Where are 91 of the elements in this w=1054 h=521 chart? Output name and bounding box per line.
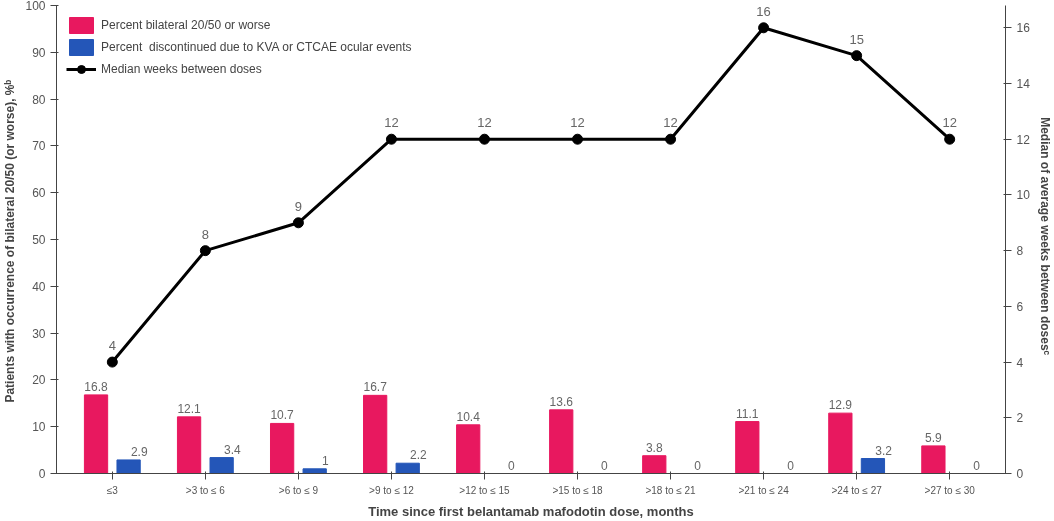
point [106,356,118,368]
data-label: 12.1 [177,401,202,416]
legend-label: Percent discontinued due to KVA or CTCAE ocular events [101,40,412,54]
bar [642,455,667,474]
y-tick-label: 20 [32,373,46,388]
x-tick-label: >6 to ≤ 9 [278,484,319,496]
x-tick-label: >3 to ≤ 6 [185,484,226,496]
x-tick-label: >24 to ≤ 27 [831,484,883,496]
data-label: 0 [787,458,795,473]
data-label: 0 [508,458,516,473]
y-tick-label: 90 [32,45,46,60]
y-tick-label: 30 [32,326,46,341]
bar [116,459,141,474]
data-label: 0 [601,458,609,473]
bar [395,462,420,474]
point [385,133,397,145]
y-tick-label: 50 [32,233,46,247]
data-label: 8 [201,226,209,242]
y2-tick-label: 12 [1016,132,1031,147]
bar [456,424,481,474]
bar [549,409,574,474]
bar [828,412,853,474]
legend-label: Median weeks between doses [101,62,262,76]
bar [363,394,388,474]
data-label: 12 [384,115,399,131]
legend-label: Percent bilateral 20/50 or worse [101,18,271,32]
data-label: 4 [108,338,116,354]
x-tick-label: >9 to ≤ 12 [369,484,415,496]
data-label: 13.6 [549,394,574,409]
data-label: 12 [477,115,492,131]
bar [176,416,202,474]
point [944,133,956,145]
bar [302,468,327,474]
x-tick-label: >15 to ≤ 18 [552,484,604,496]
y-axis-title: Patients with occurrence of bilateral 20/50 (or worse), %ᵇ [3,79,18,403]
x-axis-title: Time since first belantamab mafodotin dose, months [368,503,694,519]
point [199,245,211,257]
data-label: 0 [694,458,702,473]
point [572,133,584,145]
point [851,50,863,62]
point [292,217,304,229]
data-label: 2.9 [130,444,148,459]
data-label: 16.8 [84,379,109,394]
y-tick-label: 40 [32,279,46,294]
y2-tick-label: 8 [1016,244,1024,259]
y2-axis-title: Median of average weeks between dosesᶜ [1037,117,1052,356]
y-tick-label: 0 [38,467,46,481]
y-tick-label: 80 [32,92,46,107]
x-tick-label: >21 to ≤ 24 [738,484,790,496]
y-tick-label: 100 [25,0,46,13]
y2-tick-label: 0 [1016,467,1024,481]
data-label: 12 [663,115,678,131]
data-label: 10.4 [456,409,481,424]
data-label: 1 [322,453,329,468]
data-label: 0 [973,458,981,473]
x-tick-label: >18 to ≤ 21 [645,484,697,496]
x-tick-label: >12 to ≤ 15 [459,484,511,496]
y-tick-label: 60 [32,186,46,201]
y2-tick-label: 6 [1016,299,1024,314]
data-label: 5.9 [925,430,943,445]
data-label: 16 [756,3,771,19]
point [478,133,490,145]
point [665,133,677,145]
y2-tick-label: 4 [1016,355,1024,370]
data-label: 12 [942,115,957,131]
data-label: 3.8 [645,440,663,455]
bar [921,445,946,474]
y2-tick-label: 16 [1016,21,1031,36]
data-label: 3.2 [875,443,893,458]
data-label: 12.9 [828,398,853,413]
data-label: 16.7 [363,380,388,395]
data-label: 12 [570,115,585,131]
data-label: 11.1 [736,406,759,421]
data-label: 9 [294,198,303,214]
point [758,22,770,34]
bar [83,394,109,474]
bar [860,458,886,474]
bar [209,457,234,474]
data-label: 10.7 [270,408,295,423]
y2-tick-label: 14 [1016,77,1031,91]
bar [735,421,760,474]
data-label: 15 [849,31,864,47]
data-label: 3.4 [223,442,241,457]
data-label: 2.2 [410,448,428,463]
y2-tick-label: 2 [1016,411,1024,426]
y-tick-label: 10 [32,420,46,435]
bar [269,422,295,474]
y2-tick-label: 10 [1016,188,1031,203]
x-tick-label: >27 to ≤ 30 [924,484,976,496]
y-tick-label: 70 [32,139,46,154]
x-tick-label: ≤3 [106,484,119,496]
